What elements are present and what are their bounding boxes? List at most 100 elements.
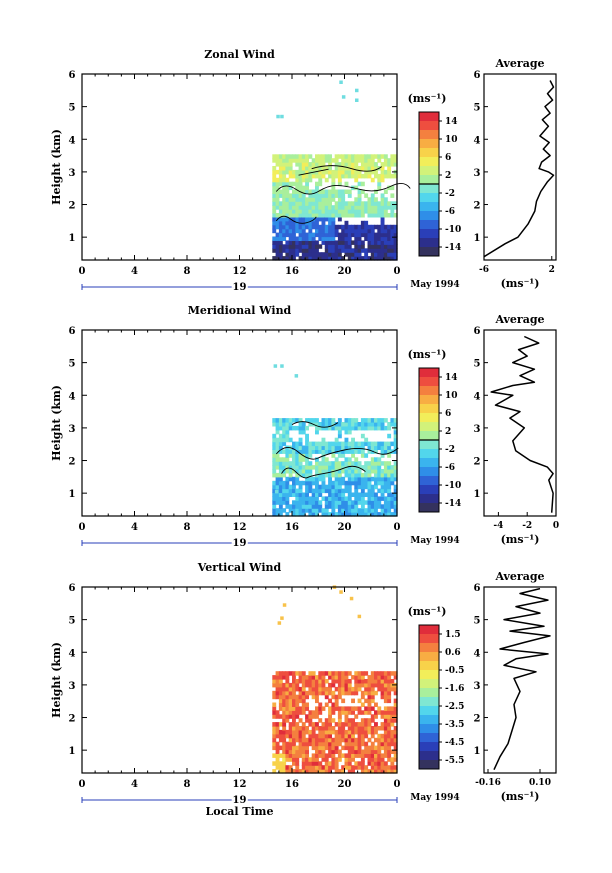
heatmap-cell <box>288 729 293 735</box>
heatmap-cell <box>360 445 365 450</box>
heatmap-cell <box>288 698 293 704</box>
heatmap-cell <box>328 726 332 731</box>
colorbar-swatch <box>419 184 439 194</box>
heatmap-cell <box>347 765 352 770</box>
heatmap-cell <box>390 205 395 210</box>
heatmap-cell <box>374 154 378 159</box>
heatmap-cell <box>315 209 319 214</box>
heatmap-cell <box>364 769 369 774</box>
heatmap-cell <box>331 240 336 245</box>
heatmap-cell <box>315 256 319 261</box>
heatmap-cell <box>328 158 332 163</box>
colorbar-tick-label: 2 <box>445 427 451 437</box>
heatmap-cell <box>272 181 277 187</box>
heatmap-cell <box>328 166 332 171</box>
heatmap-cell <box>351 461 355 466</box>
heatmap-cell <box>390 422 395 427</box>
heatmap-cell <box>311 686 316 692</box>
heatmap-cell <box>374 749 378 754</box>
heatmap-cell <box>380 256 385 261</box>
heatmap-cell <box>334 769 339 774</box>
heatmap-cell <box>337 248 342 253</box>
heatmap-cell <box>288 228 293 234</box>
heatmap-cell <box>354 496 359 501</box>
heatmap-cell <box>380 248 385 253</box>
heatmap-cell <box>292 714 296 719</box>
heatmap-cell <box>351 437 355 443</box>
heatmap-cell <box>380 422 385 427</box>
heatmap-cell <box>301 429 306 435</box>
heatmap-cell <box>337 679 342 684</box>
heatmap-cell <box>301 671 306 676</box>
heatmap-cell <box>370 706 375 711</box>
heatmap-cell <box>275 686 280 692</box>
heatmap-cell <box>337 201 342 206</box>
heatmap-cell <box>292 441 296 447</box>
heatmap-cell <box>295 671 300 676</box>
heatmap-cell <box>278 441 283 447</box>
heatmap-cell <box>357 710 362 715</box>
heatmap-cell <box>311 690 316 696</box>
heatmap-cell <box>311 729 316 735</box>
heatmap-cell <box>292 449 296 454</box>
heatmap-cell <box>311 722 316 727</box>
heatmap-cell <box>354 185 359 191</box>
heatmap-cell <box>344 675 349 680</box>
heatmap-cell <box>315 248 319 253</box>
heatmap-cell <box>308 714 313 719</box>
heatmap-cell <box>308 205 313 210</box>
heatmap-cell <box>383 741 388 747</box>
heatmap-cell <box>354 508 359 513</box>
heatmap-cell <box>282 232 287 238</box>
heatmap-cell <box>334 745 339 751</box>
heatmap-cell <box>351 422 355 427</box>
heatmap-cell <box>275 480 280 486</box>
heatmap-cell <box>301 166 306 171</box>
heatmap-cell <box>344 480 349 486</box>
heatmap-cell <box>308 244 313 249</box>
heatmap-cell <box>315 205 319 210</box>
heatmap-cell <box>324 158 329 163</box>
heatmap-cell <box>377 765 382 770</box>
heatmap-cell <box>370 733 375 739</box>
heatmap-cell <box>370 224 375 230</box>
heatmap-cell <box>354 726 359 731</box>
heatmap-cell <box>292 232 296 238</box>
heatmap-cell <box>380 441 385 447</box>
heatmap-cell <box>305 690 309 696</box>
heatmap-cell <box>390 252 395 257</box>
heatmap-cell <box>383 480 388 486</box>
heatmap-cell <box>380 722 385 727</box>
heatmap-cell <box>370 461 375 466</box>
colorbar-unit: (ms⁻¹) <box>408 92 447 105</box>
colorbar-tick-label: -6 <box>445 463 455 473</box>
heatmap-cell <box>324 232 329 238</box>
heatmap-cell <box>374 441 378 447</box>
heatmap-cell <box>344 236 349 241</box>
heatmap-cell <box>351 224 355 230</box>
heatmap-cell <box>387 500 392 505</box>
heatmap-cell <box>272 496 277 501</box>
heatmap-cell <box>374 512 378 517</box>
heatmap-cell <box>367 504 372 509</box>
heatmap-cell <box>390 213 395 218</box>
heatmap-cell <box>341 205 346 210</box>
heatmap-cell <box>357 201 362 206</box>
heatmap-cell <box>354 500 359 505</box>
heatmap-cell <box>275 201 280 206</box>
heatmap-cell <box>387 228 392 234</box>
heatmap-cell <box>285 209 290 214</box>
heatmap-cell <box>374 240 378 245</box>
heatmap-cell <box>301 679 306 684</box>
heatmap-cell <box>351 753 355 758</box>
heatmap-cell <box>364 698 369 704</box>
heatmap-cell <box>331 256 336 261</box>
heatmap-cell <box>341 445 346 450</box>
heatmap-cell <box>344 671 349 676</box>
heatmap-cell <box>341 441 346 447</box>
heatmap-cell <box>275 675 280 680</box>
heatmap-cell <box>380 769 385 774</box>
heatmap-cell <box>311 173 316 179</box>
heatmap-cell <box>344 737 349 743</box>
heatmap-cell <box>318 193 323 198</box>
